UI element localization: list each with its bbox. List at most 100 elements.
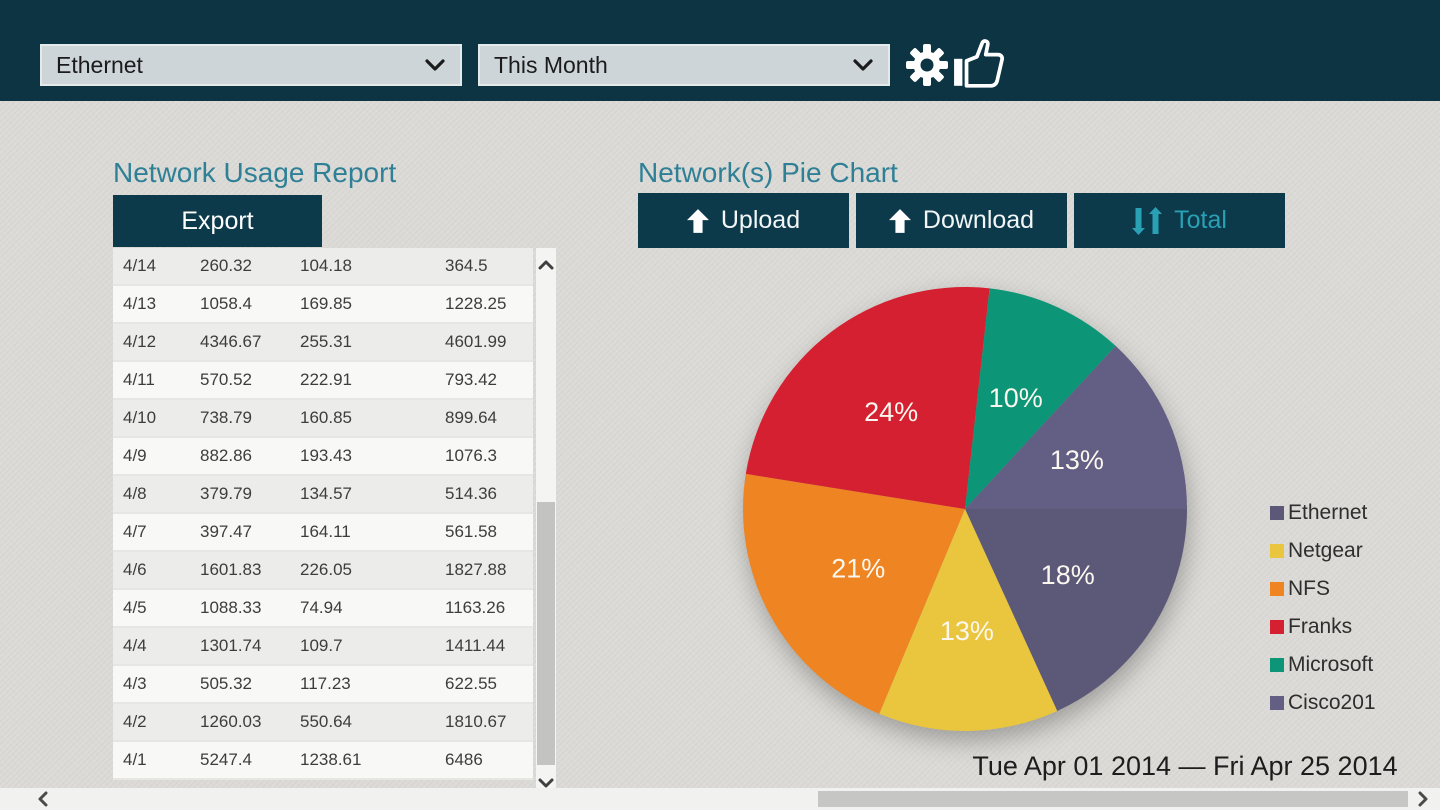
- cell-total: 622.55: [445, 674, 497, 693]
- table-row[interactable]: 4/4 1301.74 109.7 1411.44: [113, 628, 533, 666]
- cell-upload: 1301.74: [200, 636, 262, 655]
- cell-total: 561.58: [445, 522, 497, 541]
- legend-swatch: [1270, 658, 1284, 672]
- thumbs-up-icon[interactable]: [952, 38, 1006, 90]
- chevron-down-icon: [538, 778, 554, 788]
- cell-total: 4601.99: [445, 332, 507, 351]
- cell-download: 255.31: [300, 332, 352, 351]
- cell-total: 364.5: [445, 256, 488, 275]
- cell-upload: 379.79: [200, 484, 252, 503]
- table-row[interactable]: 4/9 882.86 193.43 1076.3: [113, 438, 533, 476]
- export-button[interactable]: Export: [113, 195, 322, 247]
- table-row[interactable]: 4/8 379.79 134.57 514.36: [113, 476, 533, 514]
- cell-download: 104.18: [300, 256, 352, 275]
- table-row[interactable]: 4/2 1260.03 550.64 1810.67: [113, 704, 533, 742]
- gear-icon[interactable]: [905, 43, 949, 87]
- scrollbar-horizontal[interactable]: [0, 788, 1440, 810]
- cell-date: 4/8: [123, 484, 147, 503]
- up-down-arrows-icon: [1132, 206, 1163, 235]
- total-button[interactable]: Total: [1074, 193, 1285, 248]
- usage-table[interactable]: 4/14 260.32 104.18 364.5 4/13 1058.4 169.85 122…: [113, 248, 533, 786]
- date-range-label: Tue Apr 01 2014 — Fri Apr 25 2014: [972, 751, 1398, 781]
- pie-percent-label: 21%: [831, 553, 885, 583]
- scroll-up-button[interactable]: [536, 254, 556, 276]
- legend-swatch: [1270, 544, 1284, 558]
- upload-button-label: Upload: [720, 206, 801, 234]
- cell-upload: 505.32: [200, 674, 252, 693]
- up-arrow-icon: [888, 208, 911, 233]
- pie-slice-microsoft: [965, 288, 1116, 509]
- legend-item: Franks: [1270, 608, 1376, 646]
- cell-date: 4/13: [123, 294, 157, 313]
- table-row[interactable]: 4/11 570.52 222.91 793.42: [113, 362, 533, 400]
- cell-download: 193.43: [300, 446, 352, 465]
- cell-date: 4/1: [123, 750, 147, 769]
- export-button-label: Export: [181, 206, 254, 235]
- scroll-down-button[interactable]: [536, 772, 556, 794]
- pie-slice-franks: [745, 287, 990, 509]
- legend-item: Ethernet: [1270, 494, 1376, 532]
- cell-date: 4/4: [123, 636, 147, 655]
- legend-item: Netgear: [1270, 532, 1376, 570]
- cell-total: 1163.26: [445, 598, 506, 617]
- table-row[interactable]: 4/7 397.47 164.11 561.58: [113, 514, 533, 552]
- cell-download: 550.64: [300, 712, 352, 731]
- chevron-down-icon: [425, 59, 445, 71]
- cell-download: 134.57: [300, 484, 352, 503]
- period-dropdown[interactable]: This Month: [478, 44, 890, 86]
- cell-total: 1810.67: [445, 712, 507, 731]
- cell-download: 164.11: [300, 522, 351, 541]
- period-dropdown-value: This Month: [494, 51, 608, 78]
- table-row[interactable]: 4/12 4346.67 255.31 4601.99: [113, 324, 533, 362]
- pie-chart: 18% 13% 21% 24% 10% 13%: [743, 287, 1187, 731]
- cell-upload: 5247.4: [200, 750, 252, 769]
- pie-percent-label: 10%: [989, 383, 1043, 413]
- cell-date: 4/12: [123, 332, 157, 351]
- table-row[interactable]: 4/13 1058.4 169.85 1228.25: [113, 286, 533, 324]
- table-row[interactable]: 4/1 5247.4 1238.61 6486: [113, 742, 533, 780]
- scroll-left-button[interactable]: [30, 788, 56, 810]
- legend-item: Cisco201: [1270, 684, 1376, 722]
- table-row[interactable]: 4/6 1601.83 226.05 1827.88: [113, 552, 533, 590]
- legend-item: Microsoft: [1270, 646, 1376, 684]
- chevron-right-icon: [1418, 791, 1428, 807]
- cell-total: 1228.25: [445, 294, 507, 313]
- cell-total: 899.64: [445, 408, 497, 427]
- chevron-down-icon: [853, 59, 873, 71]
- chevron-up-icon: [538, 260, 554, 270]
- scrollbar-thumb[interactable]: [537, 502, 555, 765]
- cell-total: 1827.88: [445, 560, 507, 579]
- legend-label: NFS: [1288, 577, 1330, 600]
- scroll-right-button[interactable]: [1410, 788, 1436, 810]
- table-row[interactable]: 4/3 505.32 117.23 622.55: [113, 666, 533, 704]
- legend-label: Ethernet: [1288, 501, 1368, 524]
- table-row[interactable]: 4/5 1088.33 74.94 1163.26: [113, 590, 533, 628]
- cell-download: 169.85: [300, 294, 352, 313]
- network-dropdown[interactable]: Ethernet: [40, 44, 462, 86]
- cell-total: 6486: [445, 750, 483, 769]
- pie-chart-title: Network(s) Pie Chart: [638, 157, 898, 189]
- cell-date: 4/14: [123, 256, 157, 275]
- pie-percent-label: 13%: [940, 616, 994, 646]
- pie-slice-netgear: [879, 509, 1058, 731]
- cell-download: 74.94: [300, 598, 343, 617]
- upload-button[interactable]: Upload: [638, 193, 849, 248]
- cell-download: 226.05: [300, 560, 352, 579]
- cell-download: 222.91: [300, 370, 352, 389]
- table-row[interactable]: 4/14 260.32 104.18 364.5: [113, 248, 533, 286]
- download-button[interactable]: Download: [856, 193, 1067, 248]
- cell-total: 793.42: [445, 370, 497, 389]
- scrollbar-thumb[interactable]: [818, 791, 1408, 807]
- table-row[interactable]: 4/10 738.79 160.85 899.64: [113, 400, 533, 438]
- pie-slice-nfs: [743, 473, 965, 714]
- cell-total: 1411.44: [445, 636, 506, 655]
- cell-date: 4/7: [123, 522, 147, 541]
- download-button-label: Download: [922, 206, 1035, 234]
- cell-date: 4/10: [123, 408, 157, 427]
- cell-date: 4/2: [123, 712, 147, 731]
- legend-label: Microsoft: [1288, 653, 1374, 676]
- scrollbar-vertical[interactable]: [536, 248, 556, 796]
- pie-percent-label: 18%: [1041, 560, 1095, 590]
- cell-date: 4/6: [123, 560, 147, 579]
